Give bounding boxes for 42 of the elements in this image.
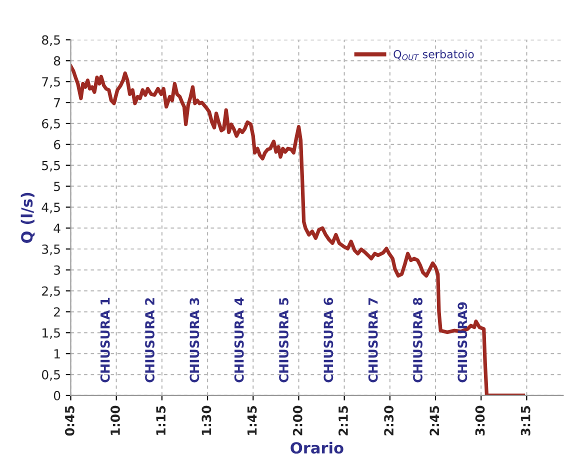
y-tick-label: 5,5 [42, 160, 60, 172]
x-tick-label: 3:00 [475, 406, 485, 436]
y-tick-label: 8,5 [42, 35, 60, 46]
y-tick-label: 1,5 [42, 328, 60, 339]
x-tick-label: 2:45 [430, 406, 440, 436]
y-axis-title: Q (l/s) [20, 192, 35, 243]
y-tick-label: 7,5 [42, 77, 60, 88]
annotation: CHIUSURA 7 [368, 298, 378, 382]
x-tick-label: 1:45 [247, 406, 257, 435]
y-tick-label: 0,5 [42, 370, 60, 381]
y-tick-label: 3,5 [42, 244, 60, 256]
annotation: CHIUSURA 3 [190, 298, 200, 382]
annotation: CHIUSURA 4 [234, 298, 244, 382]
y-tick-label: 2 [54, 307, 60, 317]
annotation: CHIUSURA 2 [145, 298, 154, 382]
annotation: CHIUSURA 8 [413, 298, 422, 382]
y-tick-label: 2,5 [42, 286, 60, 298]
x-tick-label: 2:00 [292, 406, 302, 436]
x-tick-label: 1:00 [110, 406, 120, 435]
y-tick-label: 4 [54, 224, 60, 233]
annotation: CHIUSURA 1 [100, 298, 110, 382]
x-tick-label: 2:15 [338, 406, 348, 436]
annotation: CHIUSURA9 [458, 302, 468, 382]
y-tick-label: 7 [54, 98, 60, 108]
y-tick-label: 5 [54, 182, 60, 192]
x-tick-label: 0:45 [64, 406, 74, 436]
y-tick-label: 1 [54, 349, 60, 358]
y-tick-label: 0 [54, 390, 60, 400]
y-tick-label: 8 [54, 56, 60, 66]
x-axis-title: Orario [290, 442, 344, 454]
y-tick-label: 6,5 [42, 118, 60, 130]
y-tick-label: 3 [54, 265, 60, 275]
y-tick-label: 6 [54, 140, 60, 150]
legend-label: Q$_{OUT}$ serbatoio [394, 50, 474, 60]
annotation: CHIUSURA 6 [324, 298, 334, 382]
line-series [70, 64, 526, 396]
annotation: CHIUSURA 5 [279, 298, 288, 382]
x-tick-label: 2:30 [384, 406, 394, 436]
y-tick-label: 4,5 [42, 202, 60, 214]
x-tick-label: 3:15 [520, 406, 530, 436]
x-tick-label: 1:30 [202, 406, 212, 435]
x-tick-label: 1:15 [156, 406, 166, 435]
